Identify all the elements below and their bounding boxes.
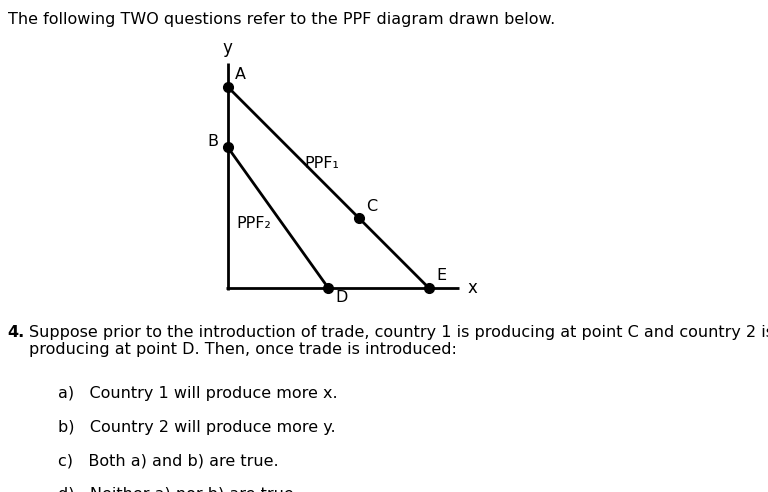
Text: C: C (366, 199, 377, 214)
Text: D: D (336, 290, 348, 306)
Text: d)   Neither a) nor b) are true.: d) Neither a) nor b) are true. (58, 487, 299, 492)
Text: 4.: 4. (8, 325, 25, 339)
Text: E: E (436, 268, 446, 283)
Text: b)   Country 2 will produce more y.: b) Country 2 will produce more y. (58, 420, 335, 434)
Text: PPF₂: PPF₂ (236, 216, 270, 231)
Text: a)   Country 1 will produce more x.: a) Country 1 will produce more x. (58, 386, 337, 401)
Text: B: B (207, 134, 219, 150)
Text: Suppose prior to the introduction of trade, country 1 is producing at point C an: Suppose prior to the introduction of tra… (29, 325, 768, 357)
Text: c)   Both a) and b) are true.: c) Both a) and b) are true. (58, 453, 278, 468)
Text: PPF₁: PPF₁ (304, 156, 339, 171)
Text: A: A (235, 67, 246, 82)
Text: The following TWO questions refer to the PPF diagram drawn below.: The following TWO questions refer to the… (8, 12, 555, 27)
Text: y: y (223, 39, 233, 57)
Text: x: x (468, 279, 477, 297)
